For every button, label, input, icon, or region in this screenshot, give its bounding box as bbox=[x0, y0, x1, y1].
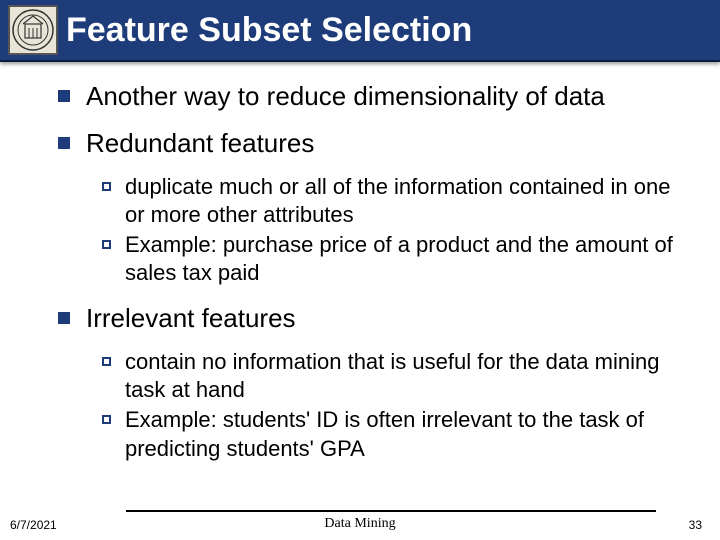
hollow-square-bullet-icon bbox=[102, 357, 111, 366]
slide: Feature Subset Selection Another way to … bbox=[0, 0, 720, 540]
slide-title: Feature Subset Selection bbox=[66, 11, 472, 50]
sub-bullet-text: Example: purchase price of a product and… bbox=[125, 231, 688, 287]
hollow-square-bullet-icon bbox=[102, 240, 111, 249]
square-bullet-icon bbox=[58, 90, 70, 102]
sub-bullet-group: duplicate much or all of the information… bbox=[102, 173, 688, 288]
university-seal-logo bbox=[8, 5, 58, 55]
sub-bullet-text: Example: students' ID is often irrelevan… bbox=[125, 406, 688, 462]
hollow-square-bullet-icon bbox=[102, 182, 111, 191]
bullet-l2: contain no information that is useful fo… bbox=[102, 348, 688, 404]
bullet-l1: Redundant features bbox=[58, 127, 688, 160]
footer-subject: Data Mining bbox=[324, 516, 395, 532]
footer-date: 6/7/2021 bbox=[10, 518, 57, 532]
footer-page-number: 33 bbox=[689, 518, 702, 532]
bullet-l1: Irrelevant features bbox=[58, 302, 688, 335]
seal-icon bbox=[11, 8, 55, 52]
bullet-text: Irrelevant features bbox=[86, 302, 296, 335]
square-bullet-icon bbox=[58, 137, 70, 149]
bullet-l1: Another way to reduce dimensionality of … bbox=[58, 80, 688, 113]
square-bullet-icon bbox=[58, 312, 70, 324]
slide-body: Another way to reduce dimensionality of … bbox=[0, 62, 720, 540]
sub-bullet-text: contain no information that is useful fo… bbox=[125, 348, 688, 404]
sub-bullet-text: duplicate much or all of the information… bbox=[125, 173, 688, 229]
bullet-l2: Example: students' ID is often irrelevan… bbox=[102, 406, 688, 462]
bullet-text: Another way to reduce dimensionality of … bbox=[86, 80, 605, 113]
bullet-text: Redundant features bbox=[86, 127, 314, 160]
slide-footer: 6/7/2021 Data Mining 33 bbox=[0, 518, 720, 532]
sub-bullet-group: contain no information that is useful fo… bbox=[102, 348, 688, 463]
header-bar: Feature Subset Selection bbox=[0, 0, 720, 62]
bullet-l2: duplicate much or all of the information… bbox=[102, 173, 688, 229]
hollow-square-bullet-icon bbox=[102, 415, 111, 424]
last-item-underline bbox=[126, 510, 656, 512]
bullet-l2: Example: purchase price of a product and… bbox=[102, 231, 688, 287]
